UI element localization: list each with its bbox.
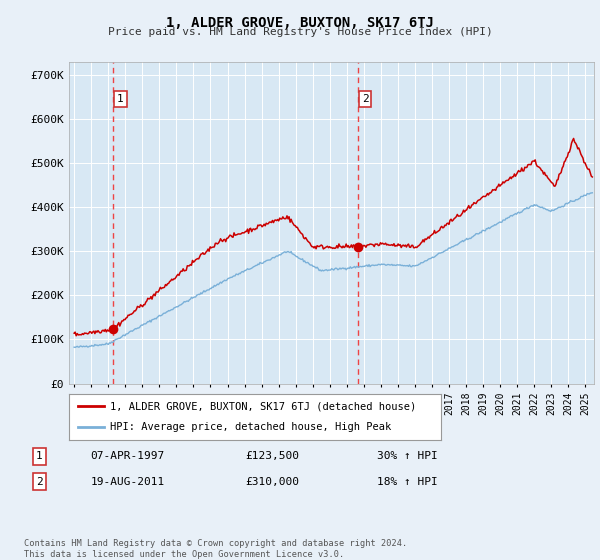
- Text: 1: 1: [117, 94, 124, 104]
- Text: 2: 2: [362, 94, 368, 104]
- Text: Contains HM Land Registry data © Crown copyright and database right 2024.
This d: Contains HM Land Registry data © Crown c…: [24, 539, 407, 559]
- Text: 07-APR-1997: 07-APR-1997: [90, 451, 164, 461]
- Text: 1: 1: [36, 451, 43, 461]
- Text: 1, ALDER GROVE, BUXTON, SK17 6TJ (detached house): 1, ALDER GROVE, BUXTON, SK17 6TJ (detach…: [110, 401, 416, 411]
- Text: 30% ↑ HPI: 30% ↑ HPI: [377, 451, 438, 461]
- Text: Price paid vs. HM Land Registry's House Price Index (HPI): Price paid vs. HM Land Registry's House …: [107, 27, 493, 37]
- Text: 19-AUG-2011: 19-AUG-2011: [90, 477, 164, 487]
- Text: 1, ALDER GROVE, BUXTON, SK17 6TJ: 1, ALDER GROVE, BUXTON, SK17 6TJ: [166, 16, 434, 30]
- Text: £310,000: £310,000: [245, 477, 299, 487]
- Text: 2: 2: [36, 477, 43, 487]
- Text: £123,500: £123,500: [245, 451, 299, 461]
- Text: 18% ↑ HPI: 18% ↑ HPI: [377, 477, 438, 487]
- Text: HPI: Average price, detached house, High Peak: HPI: Average price, detached house, High…: [110, 422, 391, 432]
